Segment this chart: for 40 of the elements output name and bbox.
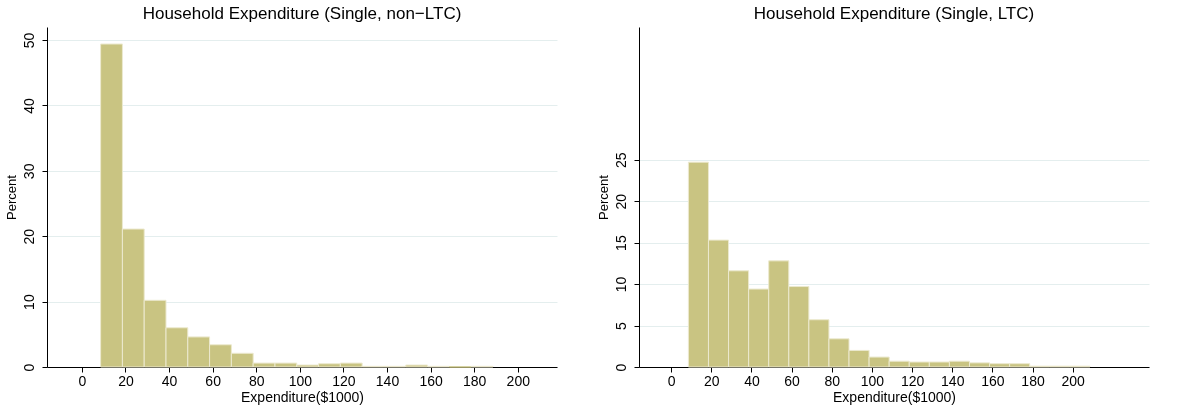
x-tick-label: 60 [205,372,222,389]
x-axis-title: Expenditure($1000) [241,388,364,405]
x-tick-label: 80 [824,372,841,389]
y-tick-label: 40 [20,97,37,114]
x-tick-label: 100 [860,372,885,389]
x-tick-label: 140 [941,372,965,389]
y-tick-label: 20 [20,228,37,245]
y-tick-label: 50 [20,32,37,49]
x-axis-title: Expenditure($1000) [833,388,956,405]
x-tick-label: 200 [506,372,531,389]
x-tick-label: 200 [1061,372,1086,389]
x-tick-label: 120 [900,372,925,389]
y-tick-label: 15 [612,235,629,251]
y-tick-label: 25 [612,152,629,168]
chart-title: Household Expenditure (Single, non−LTC) [142,4,462,23]
x-tick-label: 100 [288,372,313,389]
x-tick-label: 140 [375,372,400,389]
x-tick-label: 180 [463,372,487,389]
x-tick-label: 20 [703,372,720,389]
y-tick-label: 10 [612,276,629,293]
x-tick-label: 60 [784,372,801,389]
y-tick-label: 10 [20,294,37,310]
x-tick-label: 40 [744,372,760,389]
y-tick-label: 5 [612,321,629,330]
y-tick-label: 20 [612,193,629,210]
x-tick-label: 160 [419,372,443,389]
y-tick-label: 30 [20,163,37,180]
x-tick-label: 160 [981,372,1005,389]
x-tick-label: 80 [248,372,265,389]
x-tick-label: 180 [1021,372,1045,389]
x-tick-label: 0 [78,372,87,389]
chart-title: Household Expenditure (Single, LTC) [753,4,1035,23]
x-tick-label: 120 [332,372,356,389]
x-tick-label: 0 [667,372,676,389]
x-tick-label: 40 [161,372,178,389]
y-tick-label: 0 [612,363,629,372]
y-axis-title: Percent [3,174,19,220]
y-axis-title: Percent [595,174,611,220]
x-tick-label: 20 [118,372,134,389]
y-tick-label: 0 [20,363,37,372]
